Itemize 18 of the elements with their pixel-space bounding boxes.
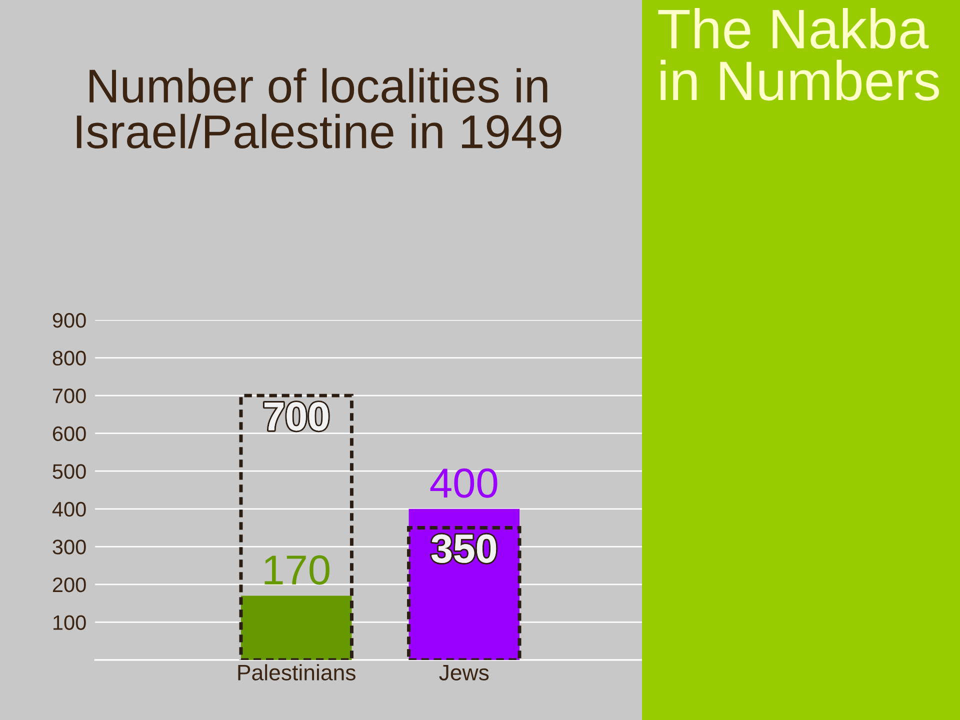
data-label: 400 — [430, 468, 498, 498]
data-label: 700 — [264, 402, 328, 431]
y-tick-label: 400 — [52, 502, 86, 517]
y-tick-label: 600 — [52, 426, 86, 442]
bar — [240, 596, 352, 660]
data-label: 170 — [264, 555, 330, 585]
data-label: 350 — [431, 534, 496, 563]
y-tick-label: 100 — [54, 615, 86, 630]
y-tick-label: 800 — [52, 350, 86, 366]
text: The Nakba in Numbers — [658, 8, 940, 101]
y-tick-label: 500 — [52, 464, 86, 479]
x-tick-label: Palestinians — [238, 664, 356, 680]
y-tick-label: 200 — [52, 577, 86, 592]
y-tick-label: 300 — [52, 540, 86, 554]
chart-title: Number of localities in Israel/Palestine in 1949 — [76, 68, 562, 149]
y-tick-label: 900 — [52, 313, 86, 328]
y-tick-label: 700 — [52, 388, 86, 404]
x-tick-label: Jews — [439, 664, 489, 680]
